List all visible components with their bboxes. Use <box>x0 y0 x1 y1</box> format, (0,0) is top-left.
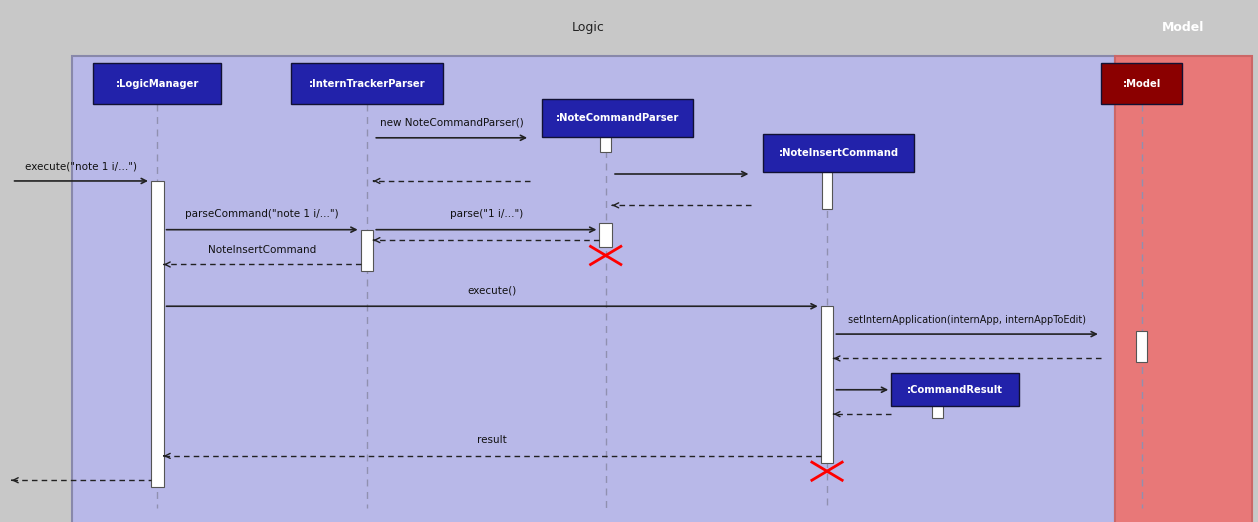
Text: parseCommand("note 1 i/..."): parseCommand("note 1 i/...") <box>185 209 338 219</box>
Text: new NoteCommandParser(): new NoteCommandParser() <box>380 117 523 127</box>
Text: :Model: :Model <box>1122 78 1161 89</box>
Text: :InternTrackerParser: :InternTrackerParser <box>308 78 425 89</box>
Bar <box>291 63 443 104</box>
Text: Model: Model <box>1162 21 1205 34</box>
Text: :NoteCommandParser: :NoteCommandParser <box>556 113 679 123</box>
Bar <box>820 306 833 463</box>
Bar <box>72 56 1115 522</box>
Text: :LogicManager: :LogicManager <box>116 78 199 89</box>
Bar <box>361 230 374 271</box>
Text: parse("1 i/..."): parse("1 i/...") <box>449 209 523 219</box>
Text: :CommandResult: :CommandResult <box>907 385 1003 395</box>
Bar <box>821 171 833 209</box>
Bar <box>932 382 944 418</box>
Text: execute("note 1 i/..."): execute("note 1 i/...") <box>25 161 137 171</box>
Bar <box>1101 63 1183 104</box>
Bar <box>599 223 613 247</box>
Bar <box>891 373 1019 407</box>
Text: execute(): execute() <box>468 286 517 296</box>
Bar <box>542 99 693 137</box>
Text: result: result <box>477 435 507 445</box>
Bar <box>762 134 915 172</box>
Bar <box>1115 56 1252 522</box>
Text: :NoteInsertCommand: :NoteInsertCommand <box>779 148 898 158</box>
Bar <box>600 132 611 152</box>
Bar <box>93 63 221 104</box>
Text: setInternApplication(internApp, internAppToEdit): setInternApplication(internApp, internAp… <box>848 315 1086 325</box>
Bar <box>151 181 164 487</box>
Bar <box>1136 330 1147 362</box>
Text: NoteInsertCommand: NoteInsertCommand <box>208 245 316 255</box>
Text: Logic: Logic <box>572 21 605 34</box>
